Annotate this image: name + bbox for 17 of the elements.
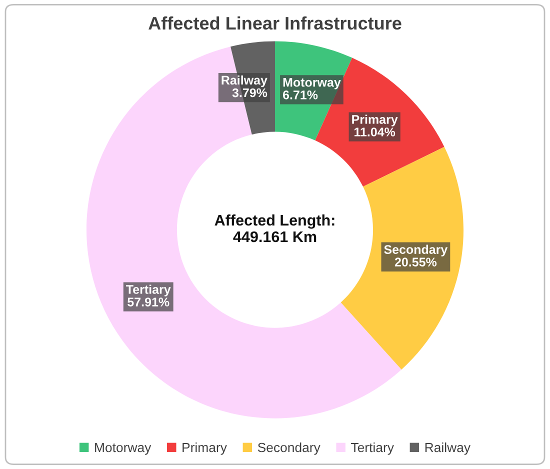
slice-label: Tertiary	[126, 284, 171, 296]
data-label: 11.04%	[354, 128, 396, 136]
text: Affected Length: 449.161 Km	[214, 214, 334, 242]
chart-title: Affected Linear Infrastructure	[148, 16, 402, 30]
slice-label: Railway	[222, 75, 268, 88]
legend-label: Primary	[182, 442, 227, 455]
data-label: 6.71%	[283, 90, 318, 100]
data-label: 57.91%	[128, 298, 170, 306]
data-label: 3.79%	[232, 88, 268, 98]
legend-label: Motorway	[95, 442, 152, 455]
slice-label: Secondary	[384, 244, 448, 256]
legend-label: Secondary	[258, 442, 320, 455]
legend-label: Railway	[425, 442, 470, 455]
slice-label: Primary	[352, 114, 398, 126]
legend-label: Tertiary	[351, 442, 394, 455]
slice-label: Motorway	[283, 78, 341, 90]
data-label: 20.55%	[394, 258, 437, 267]
